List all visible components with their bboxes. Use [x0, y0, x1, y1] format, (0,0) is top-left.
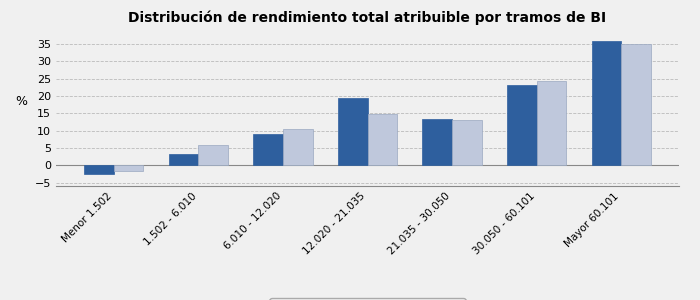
- Bar: [537, 81, 566, 165]
- Bar: [114, 165, 144, 171]
- Bar: [169, 154, 198, 165]
- Bar: [422, 119, 452, 165]
- Title: Distribución de rendimiento total atribuible por tramos de BI: Distribución de rendimiento total atribu…: [128, 10, 607, 25]
- Bar: [452, 120, 482, 165]
- Bar: [368, 113, 397, 165]
- Bar: [283, 130, 313, 165]
- Bar: [507, 85, 537, 165]
- Bar: [84, 165, 114, 174]
- Bar: [592, 41, 621, 165]
- Bar: [253, 134, 283, 165]
- Bar: [198, 145, 228, 165]
- Bar: [621, 44, 651, 165]
- Bar: [338, 98, 368, 165]
- Y-axis label: %: %: [15, 95, 27, 108]
- Legend: Principal, Secundaria: Principal, Secundaria: [270, 298, 466, 300]
